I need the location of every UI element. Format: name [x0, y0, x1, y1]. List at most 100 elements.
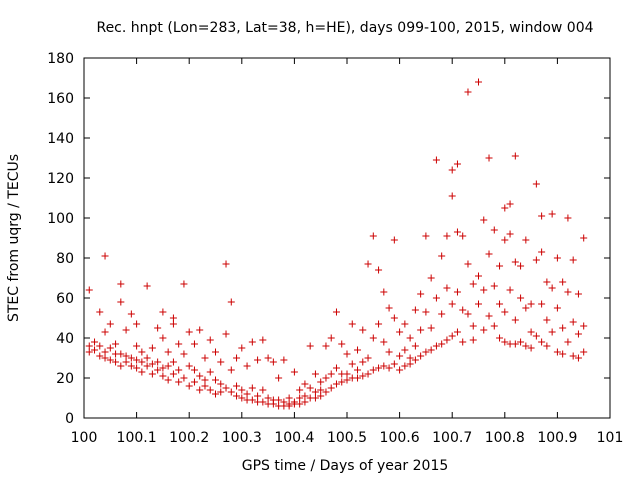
data-point — [264, 394, 272, 402]
data-point — [506, 286, 514, 294]
data-point — [301, 398, 309, 406]
data-point — [422, 232, 430, 240]
data-point — [169, 370, 177, 378]
data-point — [411, 356, 419, 364]
data-point — [480, 216, 488, 224]
data-point — [101, 354, 109, 362]
data-point — [564, 338, 572, 346]
data-point — [459, 306, 467, 314]
data-point — [190, 340, 198, 348]
data-point — [159, 372, 167, 380]
data-point — [212, 376, 219, 384]
data-point — [117, 362, 125, 370]
data-point — [306, 384, 314, 392]
data-point — [285, 402, 293, 410]
y-tick-label: 0 — [65, 411, 74, 427]
data-point — [496, 300, 504, 308]
data-point — [438, 252, 446, 260]
data-point — [180, 374, 188, 382]
data-point — [369, 366, 377, 374]
data-point — [85, 342, 93, 350]
data-point — [259, 336, 267, 344]
data-point — [496, 334, 504, 342]
data-point — [96, 308, 104, 316]
data-point — [522, 304, 530, 312]
data-point — [196, 372, 204, 380]
x-tick-label: 100.7 — [432, 430, 472, 446]
data-point — [117, 298, 125, 306]
data-point — [138, 348, 146, 356]
y-tick-label: 80 — [56, 251, 74, 267]
data-point — [106, 320, 114, 328]
data-point — [301, 392, 309, 400]
data-point — [480, 286, 488, 294]
data-point — [243, 362, 251, 370]
data-point — [91, 346, 99, 354]
data-point — [417, 326, 425, 334]
data-point — [238, 394, 246, 402]
data-point — [401, 320, 409, 328]
data-point — [406, 360, 414, 368]
data-point — [217, 388, 225, 396]
data-point — [332, 308, 340, 316]
data-point — [385, 364, 393, 372]
data-point — [411, 342, 419, 350]
data-point — [506, 230, 514, 238]
data-point — [485, 312, 493, 320]
data-point — [396, 366, 404, 374]
y-tick-label: 60 — [56, 291, 74, 307]
data-point — [359, 326, 367, 334]
data-point — [369, 232, 377, 240]
data-point — [317, 378, 325, 386]
data-point — [348, 360, 356, 368]
x-tick-label: 100.5 — [327, 430, 367, 446]
data-point — [380, 362, 388, 370]
data-point — [212, 390, 219, 398]
data-point — [490, 226, 498, 234]
data-point — [569, 352, 577, 360]
data-point — [517, 262, 525, 270]
data-point — [164, 348, 172, 356]
data-point — [517, 338, 525, 346]
data-point — [196, 386, 204, 394]
data-point — [233, 354, 241, 362]
data-point — [501, 236, 509, 244]
data-point — [469, 280, 477, 288]
data-point — [564, 214, 572, 222]
data-point — [190, 366, 198, 374]
data-point — [559, 278, 567, 286]
data-point — [248, 384, 256, 392]
data-point — [175, 378, 183, 386]
data-point — [332, 380, 340, 388]
data-point — [201, 376, 209, 384]
data-point — [443, 232, 451, 240]
data-point — [327, 334, 335, 342]
data-point — [296, 394, 304, 402]
data-point — [264, 354, 272, 362]
data-point — [185, 328, 193, 336]
data-point — [169, 314, 177, 322]
data-point — [538, 338, 546, 346]
data-point — [364, 354, 372, 362]
data-point — [569, 256, 577, 264]
data-point — [527, 328, 535, 336]
chart-title: Rec. hnpt (Lon=283, Lat=38, h=HE), days … — [96, 20, 593, 36]
data-point — [406, 354, 414, 362]
data-point — [148, 370, 156, 378]
data-point — [390, 314, 398, 322]
data-point — [127, 310, 135, 318]
data-point — [122, 352, 130, 360]
data-point — [417, 290, 425, 298]
data-point — [438, 340, 446, 348]
data-point — [101, 252, 109, 260]
data-point — [327, 384, 335, 392]
data-point — [559, 350, 567, 358]
data-point — [532, 332, 540, 340]
data-point — [422, 308, 430, 316]
data-point — [317, 392, 325, 400]
data-point — [112, 358, 120, 366]
data-point — [543, 278, 551, 286]
data-point — [311, 394, 319, 402]
data-point — [527, 300, 535, 308]
data-point — [148, 344, 156, 352]
